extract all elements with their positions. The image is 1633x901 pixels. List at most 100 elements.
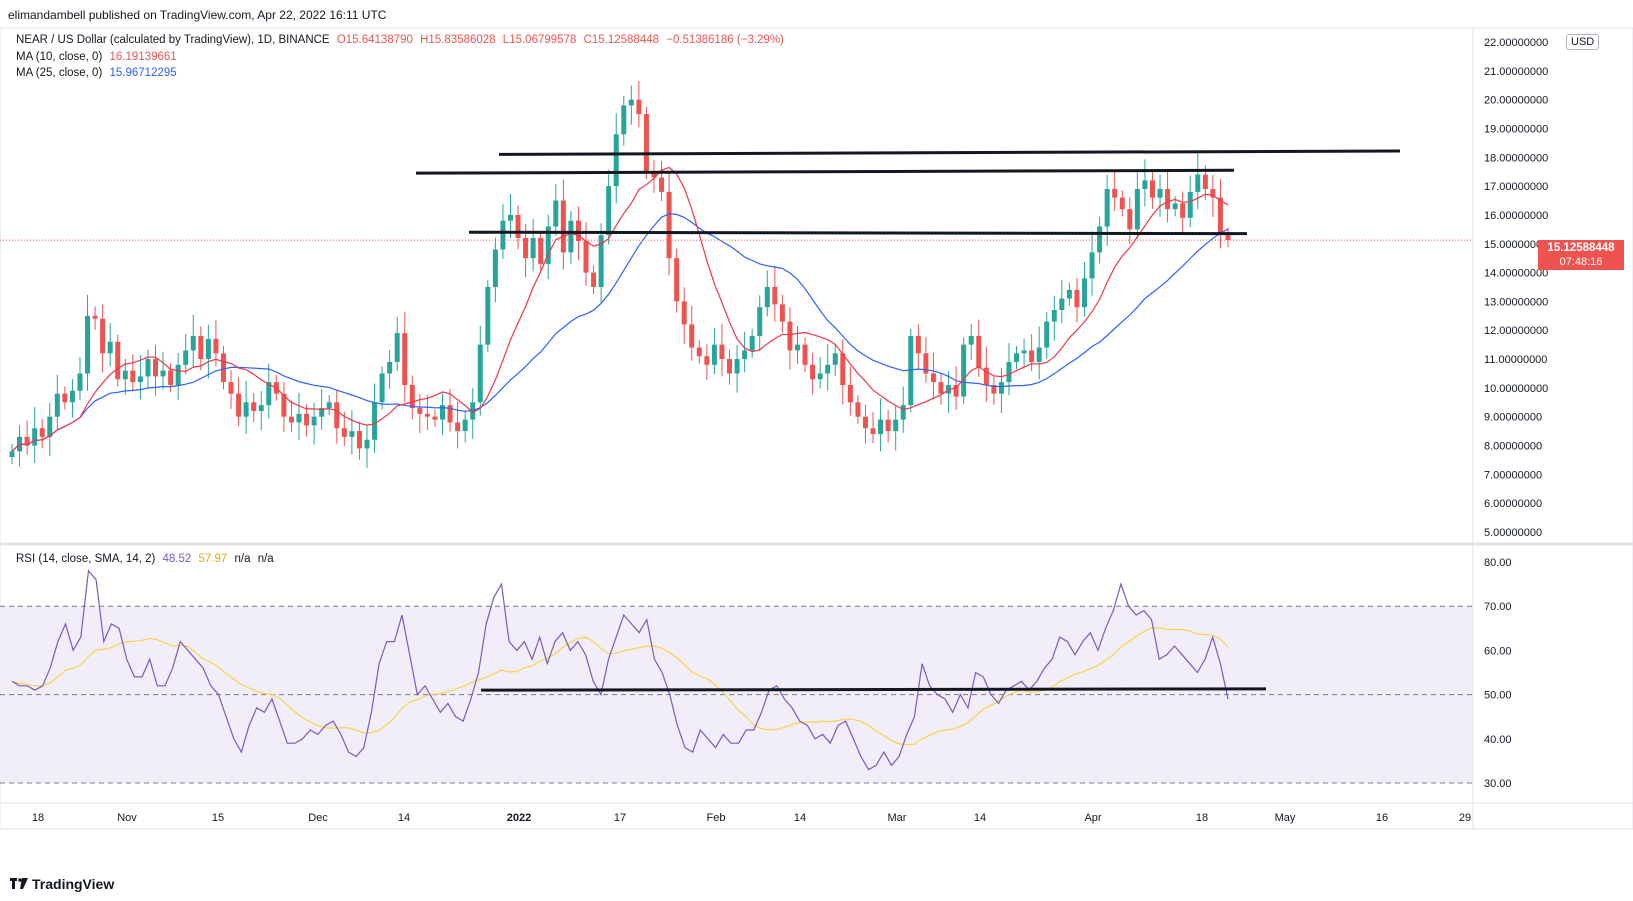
candle-body: [258, 405, 264, 411]
candle-body: [855, 402, 861, 417]
candle-body: [885, 419, 891, 432]
candle-body: [326, 402, 332, 409]
time-tick-label: 14: [794, 812, 806, 824]
candle-body: [1029, 350, 1035, 362]
candle-body: [938, 382, 944, 394]
symbol-title[interactable]: NEAR / US Dollar (calculated by TradingV…: [16, 34, 330, 46]
candle: [175, 353, 181, 401]
candle: [288, 400, 294, 432]
candle-body: [424, 413, 430, 417]
candle-body: [122, 370, 128, 380]
candle: [681, 287, 687, 344]
candle-body: [228, 382, 234, 394]
candle: [220, 346, 226, 390]
candle: [1127, 197, 1133, 245]
candle-body: [983, 367, 989, 385]
candle-body: [893, 419, 899, 432]
ma25-value: 15.96712295: [109, 67, 177, 79]
candle-body: [719, 344, 725, 360]
candle: [749, 328, 755, 358]
candle: [462, 410, 468, 443]
candle: [402, 312, 408, 403]
candle-body: [115, 341, 121, 380]
candle-body: [908, 336, 914, 406]
candle: [168, 363, 174, 393]
price-tick-label: 21.00000000: [1484, 66, 1548, 78]
countdown-timer: 07:48:16: [1559, 256, 1603, 268]
candle: [938, 372, 944, 405]
candle-body: [598, 235, 604, 287]
candle: [1149, 170, 1155, 209]
logo-text: TradingView: [32, 876, 115, 892]
candle-body: [168, 370, 174, 385]
candle-body: [991, 385, 997, 394]
rsi-sma-value: 57.97: [198, 553, 228, 565]
candle-body: [666, 191, 672, 259]
candle-body: [696, 347, 702, 357]
candle-body: [1044, 321, 1050, 348]
ma25-line: [11, 213, 1229, 452]
price-tick-label: 15.00000000: [1484, 239, 1548, 251]
candle-body: [1104, 189, 1110, 227]
tradingview-logo[interactable]: TradingView: [10, 876, 114, 892]
candle: [258, 391, 264, 431]
candle: [1051, 295, 1057, 341]
candle: [719, 323, 725, 377]
candle-body: [1172, 203, 1178, 210]
candle-body: [530, 238, 536, 259]
price-tick-label: 11.00000000: [1484, 354, 1547, 366]
time-tick-label: 18: [32, 812, 44, 824]
candle-body: [847, 385, 853, 403]
time-tick-label: 29: [1459, 812, 1471, 824]
candle: [659, 161, 665, 202]
candle-body: [840, 353, 846, 385]
candle-body: [62, 393, 68, 403]
candle: [696, 340, 702, 364]
candle-body: [568, 220, 574, 253]
candle-body: [575, 220, 581, 241]
candle-body: [32, 428, 38, 446]
candle-body: [1066, 289, 1072, 299]
candle-body: [606, 186, 612, 236]
candle-body: [817, 373, 823, 380]
price-tick-label: 19.00000000: [1484, 123, 1548, 135]
candle: [1059, 279, 1065, 324]
candle-body: [1089, 252, 1095, 279]
candle: [130, 354, 136, 392]
candle-body: [281, 393, 287, 417]
candle: [137, 355, 143, 400]
publisher-line: elimandambell published on TradingView.c…: [8, 8, 387, 22]
candle-body: [243, 402, 249, 417]
currency-badge[interactable]: USD: [1566, 34, 1600, 50]
candle: [447, 388, 453, 432]
candle-body: [772, 287, 778, 305]
candle: [281, 381, 287, 432]
rsi-na-1: n/a: [234, 553, 251, 565]
time-tick-label: Dec: [308, 812, 328, 824]
candle: [455, 401, 461, 449]
candle-body: [591, 272, 597, 287]
candle: [908, 328, 914, 413]
candle: [394, 316, 400, 372]
candle-body: [1149, 180, 1155, 198]
candle-body: [349, 431, 355, 437]
candle: [885, 410, 891, 443]
rsi-legend[interactable]: RSI (14, close, SMA, 14, 2) 48.52 57.97 …: [16, 553, 274, 565]
ma10-legend[interactable]: MA (10, close, 0) 16.19139661: [16, 51, 177, 63]
time-tick-label: 2022: [507, 812, 531, 824]
candle: [77, 357, 83, 400]
candle: [432, 409, 438, 427]
candle-body: [130, 370, 136, 383]
candle-body: [1014, 353, 1020, 362]
candle: [160, 351, 166, 390]
candle: [251, 392, 257, 423]
candle: [591, 265, 597, 295]
candle-body: [220, 353, 226, 383]
candle-body: [447, 405, 453, 423]
candle-body: [183, 350, 189, 365]
change-value: −0.51386186 (−3.29%): [666, 34, 784, 46]
time-tick-label: 14: [974, 812, 986, 824]
candle: [545, 214, 551, 280]
ma25-legend[interactable]: MA (25, close, 0) 15.96712295: [16, 67, 177, 79]
